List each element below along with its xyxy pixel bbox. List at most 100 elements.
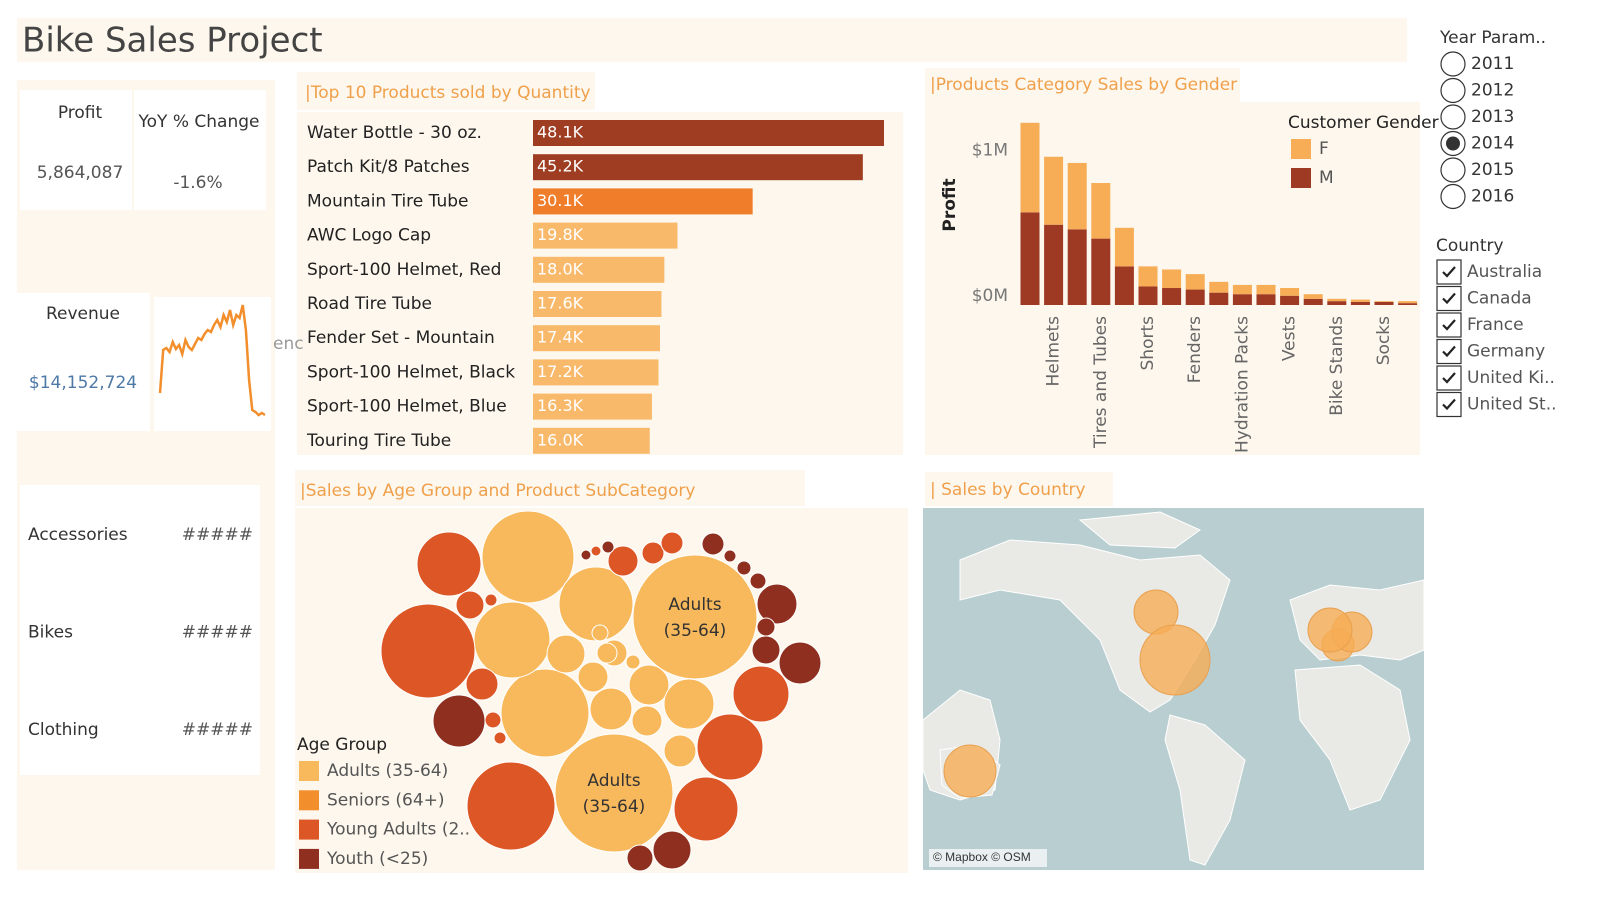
year-option[interactable]: 2012 xyxy=(1471,81,1514,101)
country-option[interactable]: Germany xyxy=(1467,342,1545,362)
category-label: Mountain Tire Tube xyxy=(307,191,469,211)
year-filter-title: Year Param.. xyxy=(1439,28,1546,48)
bar-segment xyxy=(1091,183,1111,239)
value-label: 48.1K xyxy=(537,123,584,142)
year-radio[interactable] xyxy=(1440,51,1466,77)
country-bubble xyxy=(1307,607,1353,653)
x-tick-label: Hydration Packs xyxy=(1232,316,1252,453)
bar xyxy=(533,427,650,454)
year-radio-dot[interactable] xyxy=(1446,136,1460,151)
bubble-label: Adults xyxy=(668,595,721,615)
country-checkbox[interactable] xyxy=(1436,338,1462,365)
category-value: ##### xyxy=(182,623,253,643)
bubble xyxy=(660,531,684,555)
x-tick-label: Bike Stands xyxy=(1327,316,1347,416)
legend-swatch xyxy=(299,819,319,840)
bubble xyxy=(589,687,633,731)
category-name: Bikes xyxy=(28,623,73,643)
yoy-card xyxy=(134,90,266,210)
country-option[interactable]: Australia xyxy=(1467,262,1542,282)
checkmark[interactable] xyxy=(1442,372,1456,384)
checkmark[interactable] xyxy=(1442,398,1456,411)
bar-segment xyxy=(1138,266,1158,287)
year-radio[interactable] xyxy=(1440,77,1466,104)
bubble xyxy=(749,572,767,590)
bar-segment xyxy=(1067,229,1087,305)
bar-segment xyxy=(1280,295,1300,305)
bar-segment xyxy=(1209,281,1229,293)
bubble xyxy=(484,593,498,607)
value-label: 30.1K xyxy=(537,191,584,210)
value-label: 17.4K xyxy=(537,328,584,347)
legend-title: Customer Gender xyxy=(1288,113,1439,133)
country-option[interactable]: Canada xyxy=(1467,289,1532,309)
chart-title: |Sales by Age Group and Product SubCateg… xyxy=(300,481,695,501)
category-label: Patch Kit/8 Patches xyxy=(307,157,470,177)
chart-title: |Products Category Sales by Gender xyxy=(930,75,1237,95)
legend-swatch xyxy=(299,761,319,781)
year-option[interactable]: 2013 xyxy=(1471,107,1514,127)
country-checkbox[interactable] xyxy=(1436,391,1462,418)
bar xyxy=(533,325,660,352)
year-radio[interactable] xyxy=(1440,104,1466,130)
y-tick-label: $1M xyxy=(972,141,1008,161)
bar xyxy=(533,188,753,215)
category-label: AWC Logo Cap xyxy=(307,226,431,246)
checkmark[interactable] xyxy=(1442,345,1456,358)
bar xyxy=(533,393,652,420)
year-option[interactable]: 2016 xyxy=(1471,187,1514,207)
greenland xyxy=(1078,511,1201,549)
country-checkbox[interactable] xyxy=(1436,259,1462,285)
year-option[interactable]: 2014 xyxy=(1471,134,1514,154)
value-label: 45.2K xyxy=(537,157,584,176)
bar-segment xyxy=(1374,301,1394,302)
value-label: 17.6K xyxy=(537,294,584,313)
bubble xyxy=(546,634,586,674)
bar-segment xyxy=(1398,301,1418,304)
year-radio[interactable] xyxy=(1440,183,1466,210)
legend-label: Youth (<25) xyxy=(326,849,428,869)
bubble xyxy=(756,617,776,637)
checkmark[interactable] xyxy=(1442,292,1456,305)
bubble-label: (35-64) xyxy=(664,621,727,641)
map-title-tab xyxy=(925,472,1113,506)
bubble xyxy=(596,642,618,664)
value-label: 16.0K xyxy=(537,430,584,449)
bubble xyxy=(473,601,551,679)
bar-segment xyxy=(1350,301,1370,305)
country-checkbox[interactable] xyxy=(1436,285,1462,312)
bubble xyxy=(590,545,602,557)
country-option[interactable]: United St.. xyxy=(1467,395,1557,415)
category-value: ##### xyxy=(182,720,253,740)
country-option[interactable]: France xyxy=(1467,315,1524,335)
bar-segment xyxy=(1185,289,1205,305)
bubble-label: (35-64) xyxy=(583,797,646,817)
profit-card xyxy=(20,90,132,210)
x-tick-label: Vests xyxy=(1280,316,1300,361)
legend-swatch xyxy=(1291,168,1311,188)
legend-label: Young Adults (2.. xyxy=(326,820,470,840)
checkmark[interactable] xyxy=(1442,319,1456,331)
category-name: Accessories xyxy=(28,525,128,545)
bubble xyxy=(631,705,663,737)
country-checkbox[interactable] xyxy=(1436,312,1462,338)
chart-title: |Top 10 Products sold by Quantity xyxy=(305,83,591,103)
bar xyxy=(533,120,884,146)
bubble-title-tab xyxy=(295,470,805,506)
country-option[interactable]: United Ki.. xyxy=(1467,368,1555,388)
bar xyxy=(533,222,678,249)
country-checkbox[interactable] xyxy=(1436,365,1462,391)
checkmark[interactable] xyxy=(1442,266,1456,278)
x-tick-label: Helmets xyxy=(1044,316,1064,387)
year-option[interactable]: 2015 xyxy=(1471,160,1514,180)
y-tick-label: $0M xyxy=(972,286,1008,306)
category-card xyxy=(20,485,260,775)
bubble-label: Adults xyxy=(587,771,640,791)
bubble xyxy=(500,668,590,758)
bubble xyxy=(696,713,764,781)
year-option[interactable]: 2011 xyxy=(1471,54,1514,74)
country-bubble xyxy=(1139,624,1211,696)
bar-segment xyxy=(1091,238,1111,305)
year-radio[interactable] xyxy=(1440,157,1466,183)
bubble xyxy=(591,624,609,642)
